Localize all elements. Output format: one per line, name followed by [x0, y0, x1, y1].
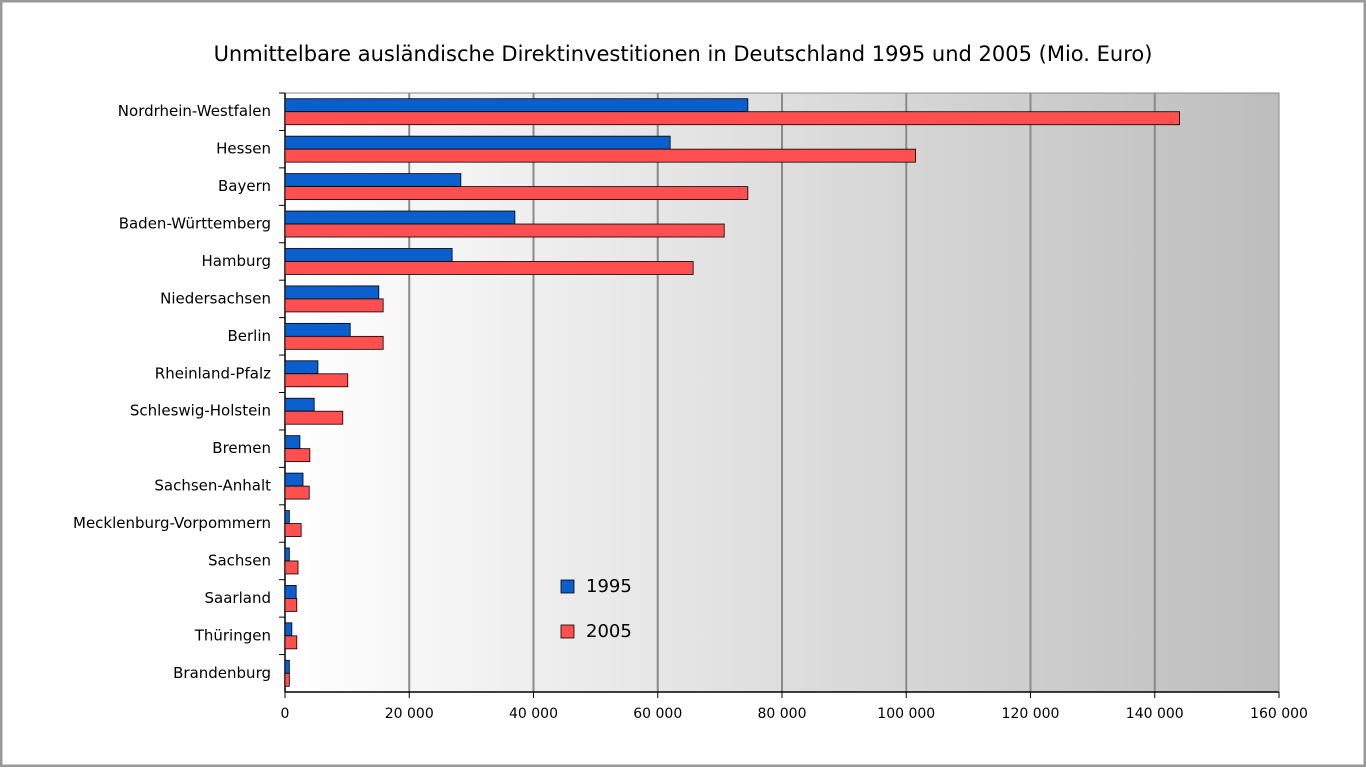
- x-tick-label: 40 000: [509, 706, 558, 722]
- bar: [284, 472, 304, 487]
- x-tick-label: 60 000: [633, 706, 682, 722]
- bar: [284, 585, 297, 599]
- legend-swatch: [560, 624, 575, 639]
- bar: [284, 448, 311, 463]
- y-tick-label: Hamburg: [201, 252, 271, 270]
- y-tick-label: Bremen: [212, 439, 271, 457]
- bar: [284, 360, 319, 375]
- legend-label: 1995: [586, 576, 632, 597]
- y-tick-label: Sachsen-Anhalt: [154, 477, 271, 495]
- bar: [284, 622, 293, 637]
- y-tick-label: Brandenburg: [173, 664, 271, 682]
- y-tick-label: Saarland: [205, 589, 271, 607]
- y-tick-label: Hessen: [216, 140, 271, 158]
- y-tick-label: Thüringen: [194, 626, 271, 644]
- bar: [284, 560, 299, 575]
- bar: [284, 659, 290, 674]
- bar: [284, 523, 302, 537]
- chart-title: Unmittelbare ausländische Direktinvestit…: [214, 42, 1153, 66]
- x-tick-label: 140 000: [1126, 706, 1184, 722]
- y-tick-label: Nordrhein-Westfalen: [118, 102, 271, 120]
- legend-swatch: [560, 579, 575, 594]
- bar: [284, 410, 344, 425]
- y-tick-label: Niedersachsen: [160, 289, 271, 307]
- bar: [284, 510, 290, 524]
- y-tick-label: Mecklenburg-Vorpommern: [73, 514, 271, 532]
- x-tick-label: 120 000: [1002, 706, 1060, 722]
- bar: [284, 485, 310, 500]
- y-tick-label: Berlin: [227, 327, 271, 345]
- bar: [284, 285, 380, 300]
- bar: [284, 148, 916, 163]
- bar: [284, 173, 462, 187]
- bar: [284, 373, 349, 388]
- legend-label: 2005: [586, 621, 632, 642]
- y-tick-label: Bayern: [218, 177, 271, 195]
- bar: [284, 598, 298, 612]
- x-tick-label: 20 000: [385, 706, 434, 722]
- bar: [284, 397, 315, 412]
- x-tick-label: 80 000: [758, 706, 807, 722]
- bar: [284, 672, 290, 687]
- bar: [284, 248, 453, 262]
- bar: [284, 261, 694, 275]
- bar: [284, 435, 301, 450]
- x-tick-label: 100 000: [877, 706, 935, 722]
- bar: [284, 186, 749, 200]
- bar: [284, 135, 671, 150]
- bar: [284, 547, 290, 562]
- bar: [284, 322, 351, 337]
- bar: [284, 210, 516, 225]
- bar: [284, 335, 384, 350]
- y-tick-label: Schleswig-Holstein: [130, 402, 271, 420]
- x-tick-label: 160 000: [1250, 706, 1308, 722]
- y-tick-label: Rheinland-Pfalz: [155, 364, 271, 382]
- bar: [284, 635, 298, 650]
- bar: [284, 298, 384, 313]
- bar: [284, 98, 749, 113]
- bar: [284, 223, 725, 238]
- bar: [284, 111, 1180, 126]
- y-tick-label: Sachsen: [208, 551, 271, 569]
- x-tick-label: 0: [281, 706, 290, 722]
- y-tick-label: Baden-Württemberg: [119, 215, 271, 233]
